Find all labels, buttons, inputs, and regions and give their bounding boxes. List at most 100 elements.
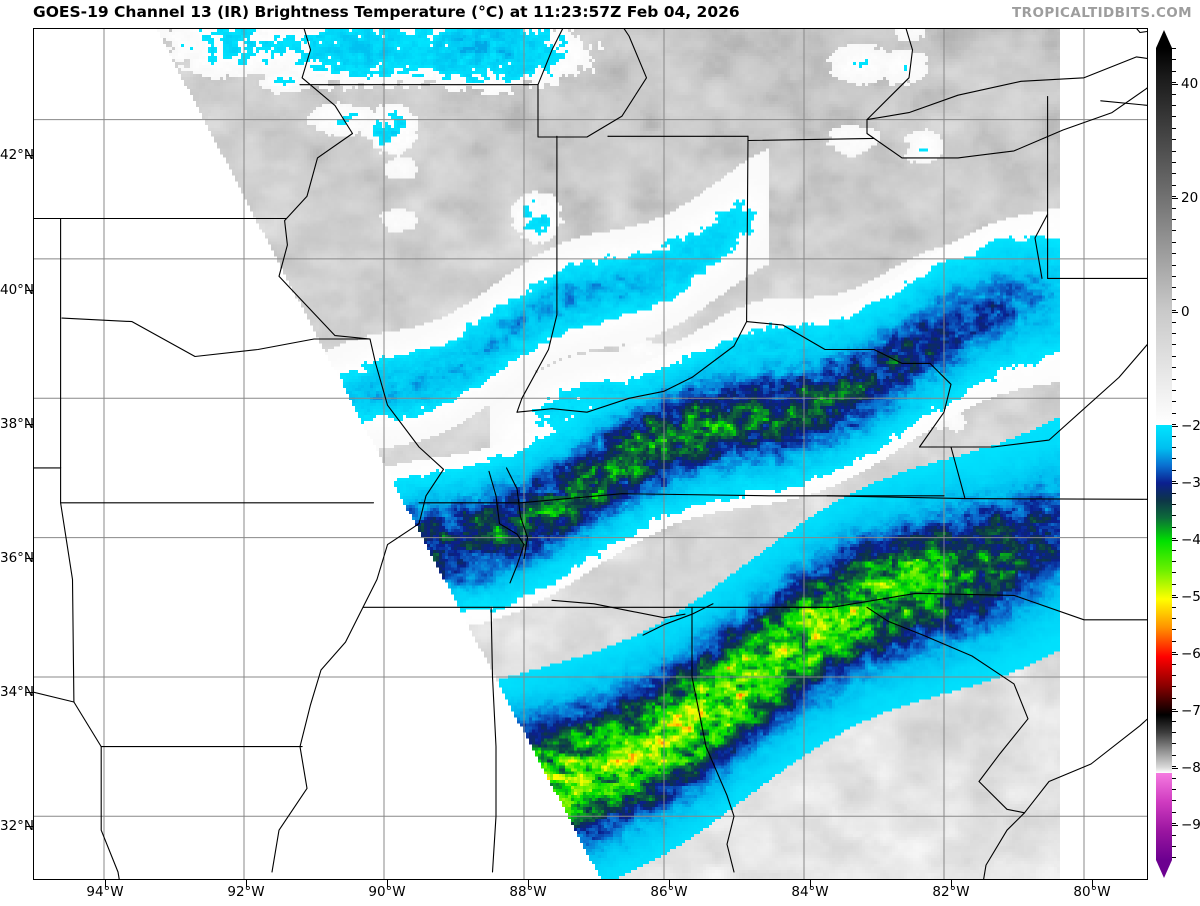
colorbar-tick (1172, 711, 1178, 712)
colorbar-minor-tick (1172, 583, 1176, 585)
colorbar-tick (1172, 426, 1178, 427)
colorbar-minor-tick (1172, 504, 1176, 505)
colorbar-minor-tick (1172, 333, 1176, 334)
lon-label: 94°W (86, 884, 124, 900)
colorbar-extend-min-arrow (1156, 860, 1172, 878)
colorbar-minor-tick (1172, 287, 1176, 289)
colorbar-label: −90 (1181, 817, 1200, 833)
colorbar-minor-tick (1172, 82, 1176, 84)
colorbar-minor-tick (1172, 105, 1176, 106)
page-title: GOES-19 Channel 13 (IR) Brightness Tempe… (33, 3, 740, 21)
colorbar-label: −50 (1181, 589, 1200, 605)
lon-tick (246, 880, 247, 887)
colorbar-minor-tick (1172, 618, 1176, 619)
colorbar-minor-tick (1172, 743, 1176, 745)
colorbar-minor-tick (1172, 447, 1176, 448)
colorbar-tick (1172, 84, 1178, 85)
colorbar-minor-tick (1172, 481, 1176, 483)
colorbar[interactable] (1156, 30, 1172, 878)
lon-tick (105, 880, 106, 887)
lat-tick (26, 826, 33, 827)
colorbar-minor-tick (1172, 173, 1176, 175)
colorbar-minor-tick (1172, 241, 1176, 243)
colorbar-minor-tick (1172, 196, 1176, 198)
colorbar-minor-tick (1172, 344, 1176, 346)
map-plot-area[interactable] (33, 28, 1148, 880)
ir-brightness-temperature-raster (34, 29, 1147, 879)
colorbar-tick (1172, 825, 1178, 826)
colorbar-minor-tick (1172, 264, 1176, 266)
lat-label: 36°N (0, 550, 35, 566)
lon-tick (810, 880, 811, 887)
colorbar-minor-tick (1172, 811, 1176, 813)
colorbar-minor-tick (1172, 469, 1176, 471)
colorbar-tick (1172, 768, 1178, 769)
colorbar-minor-tick (1172, 116, 1176, 118)
lat-tick (26, 692, 33, 693)
map-canvas-wrapper (34, 29, 1147, 879)
colorbar-minor-tick (1172, 401, 1176, 403)
lon-label: 82°W (932, 884, 970, 900)
colorbar-minor-tick (1172, 561, 1176, 562)
lon-label: 80°W (1073, 884, 1111, 900)
credit-watermark: TROPICALTIDBITS.COM (1012, 5, 1192, 21)
lon-label: 84°W (791, 884, 829, 900)
colorbar-minor-tick (1172, 162, 1176, 163)
colorbar-minor-tick (1172, 754, 1176, 756)
colorbar-minor-tick (1172, 492, 1176, 494)
colorbar-minor-tick (1172, 424, 1176, 426)
colorbar-tick (1172, 483, 1178, 484)
lon-label: 92°W (227, 884, 265, 900)
colorbar-tick (1172, 312, 1178, 313)
colorbar-minor-tick (1172, 663, 1176, 665)
colorbar-label: −70 (1181, 703, 1200, 719)
colorbar-label: −30 (1181, 475, 1200, 491)
colorbar-label: −80 (1181, 760, 1200, 776)
colorbar-minor-tick (1172, 595, 1176, 597)
colorbar-minor-tick (1172, 846, 1176, 847)
colorbar-minor-tick (1172, 276, 1176, 277)
political-and-coastline-borders (34, 29, 1147, 879)
lat-label: 40°N (0, 282, 35, 298)
lat-label: 34°N (0, 684, 35, 700)
colorbar-minor-tick (1172, 253, 1176, 255)
colorbar-tick (1172, 198, 1178, 199)
colorbar-minor-tick (1172, 686, 1176, 688)
colorbar-minor-tick (1172, 538, 1176, 540)
colorbar-tick (1172, 540, 1178, 541)
colorbar-minor-tick (1172, 766, 1176, 768)
colorbar-minor-tick (1172, 709, 1176, 711)
colorbar-tick (1172, 654, 1178, 655)
lat-label: 38°N (0, 416, 35, 432)
lon-tick (1092, 880, 1093, 887)
colorbar-label: −20 (1181, 418, 1200, 434)
lon-label: 90°W (368, 884, 406, 900)
graticule-gridlines (34, 29, 1147, 879)
colorbar-minor-tick (1172, 606, 1176, 608)
colorbar-minor-tick (1172, 857, 1176, 859)
colorbar-minor-tick (1172, 549, 1176, 551)
colorbar-minor-tick (1172, 298, 1176, 300)
colorbar-minor-tick (1172, 697, 1176, 699)
colorbar-minor-tick (1172, 789, 1176, 790)
colorbar-minor-tick (1172, 321, 1176, 323)
colorbar-minor-tick (1172, 572, 1176, 574)
colorbar-minor-tick (1172, 310, 1176, 312)
colorbar-minor-tick (1172, 720, 1176, 722)
colorbar-minor-tick (1172, 834, 1176, 836)
colorbar-minor-tick (1172, 640, 1176, 642)
colorbar-minor-tick (1172, 675, 1176, 676)
lat-label: 32°N (0, 818, 35, 834)
colorbar-minor-tick (1172, 127, 1176, 129)
lat-tick (26, 290, 33, 291)
lat-label: 42°N (0, 147, 35, 163)
colorbar-minor-tick (1172, 207, 1176, 209)
colorbar-minor-tick (1172, 184, 1176, 186)
map-vector-overlay (34, 29, 1147, 879)
colorbar-minor-tick (1172, 93, 1176, 95)
colorbar-minor-tick (1172, 732, 1176, 733)
colorbar-label: 20 (1181, 190, 1199, 206)
colorbar-minor-tick (1172, 355, 1176, 357)
colorbar-label: 0 (1181, 304, 1190, 320)
colorbar-tick (1172, 597, 1178, 598)
